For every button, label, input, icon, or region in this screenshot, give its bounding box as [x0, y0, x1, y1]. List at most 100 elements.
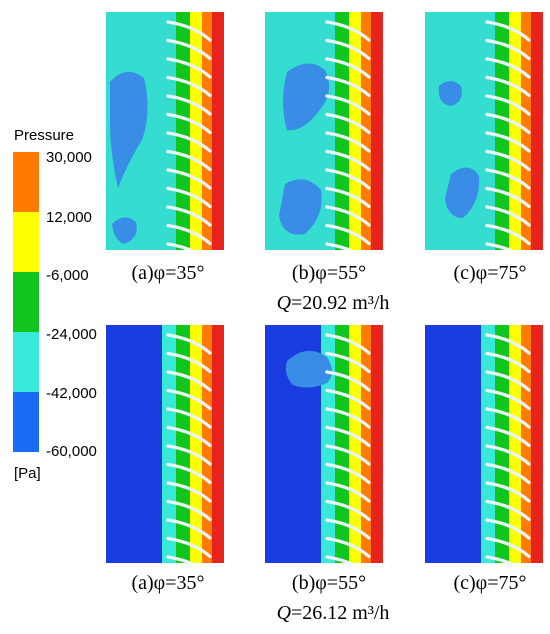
- colorbar-band: [13, 212, 39, 272]
- blade: [485, 131, 531, 153]
- blade: [325, 351, 371, 374]
- colorbar-tick: -42,000: [46, 385, 97, 402]
- blade: [485, 351, 531, 374]
- pressure-band-cyan: [481, 325, 495, 563]
- contour-field: [425, 12, 543, 250]
- caption-top-c: (c)φ=75°: [453, 262, 527, 284]
- blade: [166, 38, 212, 61]
- blade: [166, 57, 212, 79]
- blade: [166, 555, 195, 563]
- blade: [166, 112, 212, 135]
- blade: [166, 425, 212, 448]
- flow-value: =26.12 m³/h: [291, 602, 390, 624]
- pressure-band-yellow: [190, 325, 202, 563]
- blade: [485, 149, 531, 172]
- colorbar-tick: 30,000: [46, 149, 92, 166]
- blade: [485, 186, 531, 209]
- blade: [325, 444, 371, 466]
- contour-panel-bottom-c: [425, 325, 543, 563]
- colorbar-band: [13, 332, 39, 392]
- low-pressure-zone: [438, 81, 462, 106]
- caption-top-b: (b)φ=55°: [291, 262, 367, 284]
- contour-field: [265, 12, 383, 250]
- blade: [485, 333, 531, 355]
- low-pressure-zone: [283, 63, 330, 131]
- blade: [485, 481, 531, 503]
- blade: [485, 112, 531, 135]
- blade: [166, 351, 212, 374]
- blade: [485, 444, 531, 466]
- contour-panel-top-b: [265, 12, 383, 250]
- legend-title: Pressure: [14, 127, 75, 144]
- pressure-band-red: [531, 325, 543, 563]
- colorbar-tick: -60,000: [46, 443, 97, 460]
- blade: [485, 57, 531, 79]
- blade: [485, 38, 531, 61]
- blade: [166, 168, 212, 190]
- flow-symbol: Q: [276, 602, 292, 624]
- contour-field: [425, 325, 543, 563]
- low-pressure-zone: [112, 217, 137, 244]
- blade: [325, 555, 354, 563]
- low-pressure-zone: [279, 179, 322, 235]
- pressure-band-green: [495, 12, 509, 250]
- blade: [485, 388, 531, 411]
- colorbar-tick: 12,000: [46, 209, 92, 226]
- blade: [485, 425, 531, 448]
- colorbar-band: [13, 392, 39, 452]
- low-pressure-zone: [110, 71, 148, 188]
- colorbar-tick: -24,000: [46, 326, 97, 343]
- blade: [325, 499, 371, 522]
- blade: [485, 94, 531, 116]
- pressure-band-yellow: [190, 12, 202, 250]
- blade: [485, 518, 531, 540]
- blade: [485, 407, 531, 429]
- blade: [485, 168, 531, 190]
- pressure-band-green: [176, 325, 190, 563]
- blade: [485, 205, 531, 227]
- pressure-colorbar: [13, 152, 39, 452]
- blade: [485, 223, 531, 246]
- blade: [166, 242, 195, 250]
- colorbar-band: [13, 152, 39, 212]
- blade: [325, 94, 371, 116]
- blade: [325, 388, 371, 411]
- blade: [325, 536, 371, 559]
- blade: [325, 407, 371, 429]
- caption-bottom-a: (a)φ=35°: [131, 572, 205, 594]
- blade: [166, 186, 212, 209]
- flow-rate-bottom: Q=26.12 m³/h: [258, 602, 408, 625]
- blade: [166, 462, 212, 485]
- pressure-band-red: [212, 12, 224, 250]
- contour-field: [106, 325, 224, 563]
- caption-top-a: (a)φ=35°: [131, 262, 205, 284]
- blade: [166, 223, 212, 246]
- flow-rate-top: Q=20.92 m³/h: [258, 292, 408, 315]
- contour-panel-top-c: [425, 12, 543, 250]
- blade: [325, 20, 371, 42]
- blade: [485, 536, 531, 559]
- low-pressure-zone: [445, 167, 480, 218]
- blade: [325, 38, 371, 61]
- pressure-band-red: [371, 325, 383, 563]
- blade: [485, 555, 514, 563]
- blade: [166, 149, 212, 172]
- blade: [485, 20, 531, 42]
- contour-field: [265, 325, 383, 563]
- contour-panel-top-a: [106, 12, 224, 250]
- blade: [166, 333, 212, 355]
- blade: [166, 205, 212, 227]
- blade: [166, 94, 212, 116]
- blade: [325, 425, 371, 448]
- blade: [485, 499, 531, 522]
- pressure-band-yellow: [509, 325, 521, 563]
- pressure-band-yellow: [349, 325, 361, 563]
- blade: [325, 333, 371, 355]
- blade: [325, 370, 371, 392]
- blade: [325, 57, 371, 79]
- blade: [485, 370, 531, 392]
- blade: [166, 499, 212, 522]
- blade: [166, 75, 212, 98]
- caption-bottom-b: (b)φ=55°: [291, 572, 367, 594]
